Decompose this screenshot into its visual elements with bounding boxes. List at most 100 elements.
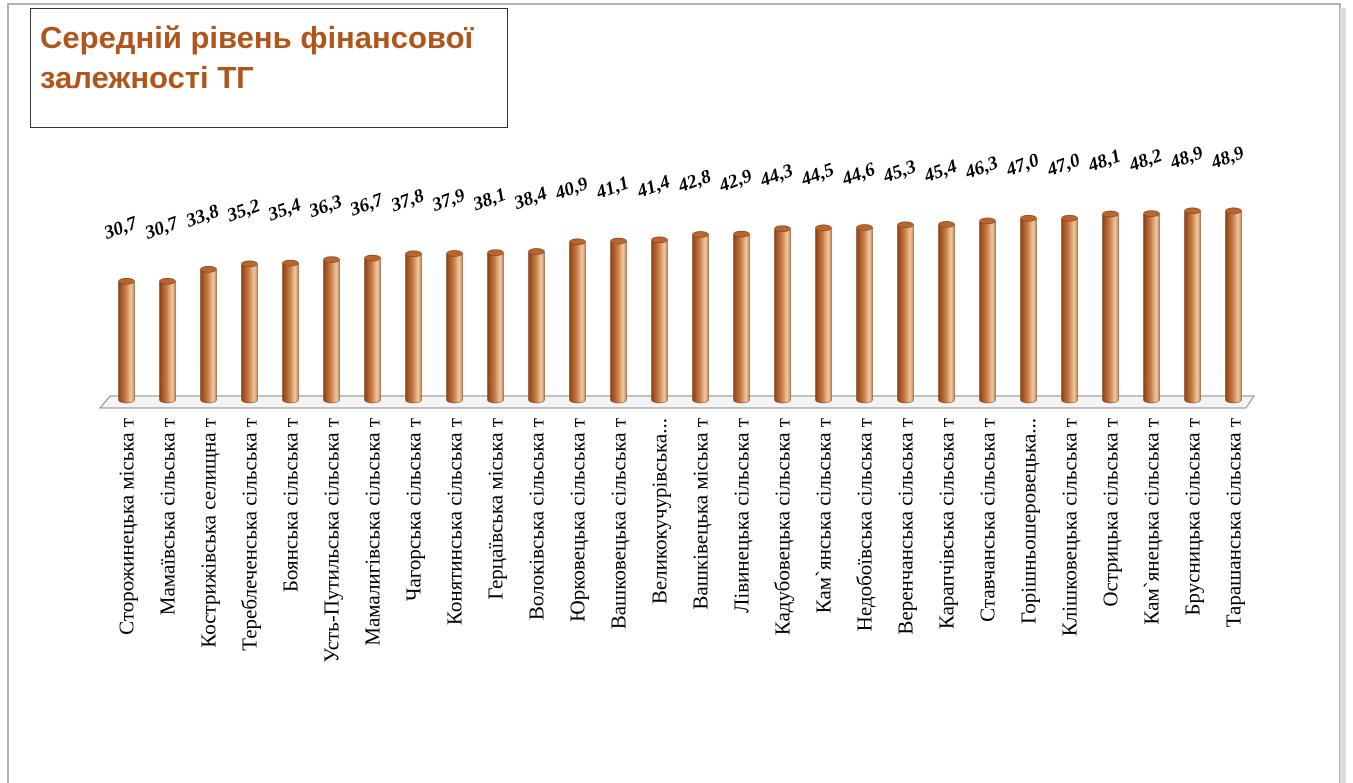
value-label: 37,8: [387, 185, 427, 217]
x-tick-label: Сторожинецька міська т: [115, 418, 139, 635]
value-label: 48,2: [1125, 145, 1165, 177]
bar: [692, 231, 709, 404]
bar-top: [1184, 207, 1201, 215]
bar-top: [651, 236, 668, 244]
x-tick-label: Боянська сільська т: [279, 418, 303, 592]
x-tick-label: Острицька сільська т: [1099, 418, 1123, 607]
value-label: 42,8: [674, 166, 714, 198]
x-tick-label: Юрковецька сільська т: [566, 418, 590, 622]
x-tick-label: Кам`янська сільська т: [812, 418, 836, 613]
bar: [733, 230, 750, 404]
bar: [446, 250, 463, 404]
x-tick-label: Вашковецька сільська т: [607, 418, 631, 629]
bar: [200, 266, 217, 404]
x-tick-label: Клішковецька сільська т: [1058, 418, 1082, 636]
bar: [979, 217, 996, 404]
x-tick-label: Волоківська сільська т: [525, 418, 549, 620]
bar: [1102, 210, 1119, 404]
x-tick-label: Кострижівська селищна т: [197, 418, 221, 648]
x-tick-label: Великокучурівська...: [648, 418, 672, 604]
x-tick-label: Кадубовецька сільська т: [771, 418, 795, 635]
bar: [241, 260, 258, 404]
bar: [282, 259, 299, 404]
bar-top: [364, 254, 381, 262]
bar: [856, 224, 873, 404]
value-label: 36,3: [305, 191, 344, 222]
bar: [405, 250, 422, 404]
x-tick-label: Мамаївська сільська т: [156, 418, 180, 615]
bar: [1143, 210, 1160, 404]
bar-top: [856, 224, 873, 231]
bar-top: [241, 260, 258, 268]
bar-top: [1143, 210, 1160, 217]
bar-top: [159, 278, 176, 285]
bar-top: [815, 224, 832, 232]
bar-top: [774, 225, 791, 232]
bar: [1020, 215, 1037, 404]
value-label: 30,7: [100, 212, 141, 244]
value-label: 45,3: [879, 156, 918, 187]
bar-top: [733, 230, 750, 238]
value-label: 38,4: [510, 183, 549, 214]
bar: [897, 221, 914, 404]
frame-shadow: [1340, 8, 1346, 783]
bar: [610, 237, 627, 404]
bar-top: [692, 231, 709, 238]
x-tick-label: Мамалигівська сільська т: [361, 418, 385, 646]
bar-top: [1102, 210, 1119, 218]
bar: [364, 254, 381, 404]
value-label: 46,3: [961, 152, 1000, 183]
bar-top: [118, 278, 135, 285]
bar-top: [1225, 207, 1242, 215]
bar-top: [569, 238, 586, 246]
bar: [1184, 207, 1201, 404]
x-tick-label: Чагорська сільська т: [402, 418, 426, 601]
bar: [651, 236, 668, 404]
value-label: 40,9: [551, 173, 591, 205]
value-label: 48,1: [1084, 145, 1123, 176]
value-label: 35,4: [264, 194, 303, 225]
x-tick-label: Герцаївська міська т: [484, 418, 508, 600]
bar-top: [938, 221, 955, 228]
bar: [938, 221, 955, 404]
value-label: 48,9: [1166, 142, 1206, 174]
chart-title: Середній рівень фінансової залежності ТГ: [40, 20, 474, 95]
x-tick-label: Ставчанська сільська т: [976, 418, 1000, 622]
value-label: 37,9: [428, 185, 468, 217]
x-tick-label: Усть-Путильська сільська т: [320, 418, 344, 663]
value-label: 41,4: [633, 171, 672, 202]
bar-top: [1020, 215, 1037, 222]
value-label: 36,7: [346, 189, 387, 221]
bar: [815, 224, 832, 404]
x-tick-label: Брусницька сільська т: [1181, 418, 1205, 616]
value-label: 44,5: [797, 159, 837, 191]
bar-top: [979, 217, 996, 225]
value-label: 41,1: [592, 172, 631, 203]
x-tick-label: Кам`янецька сільська т: [1140, 418, 1164, 625]
bar: [487, 249, 504, 404]
bar: [569, 238, 586, 404]
value-label: 42,9: [715, 165, 755, 197]
floor: [98, 395, 1255, 409]
bar-top: [487, 249, 504, 256]
bar: [323, 256, 340, 404]
value-label: 47,0: [1043, 149, 1083, 181]
value-label: 38,1: [469, 184, 508, 215]
bar-top: [1061, 215, 1078, 222]
bar: [1061, 215, 1078, 404]
x-tick-label: Тереблеченська сільська т: [238, 418, 262, 651]
value-label: 45,4: [920, 156, 959, 187]
bar-top: [282, 259, 299, 267]
x-tick-label: Горішньошеровецька...: [1017, 418, 1041, 624]
bar-top: [610, 237, 627, 245]
value-label: 48,9: [1207, 142, 1247, 174]
x-tick-label: Конятинська сільська т: [443, 418, 467, 625]
bar-top: [200, 266, 217, 273]
bar-top: [405, 250, 422, 258]
bar: [774, 225, 791, 404]
bar-top: [446, 250, 463, 257]
bar: [528, 248, 545, 404]
bar: [118, 278, 135, 404]
value-label: 44,6: [838, 159, 878, 191]
